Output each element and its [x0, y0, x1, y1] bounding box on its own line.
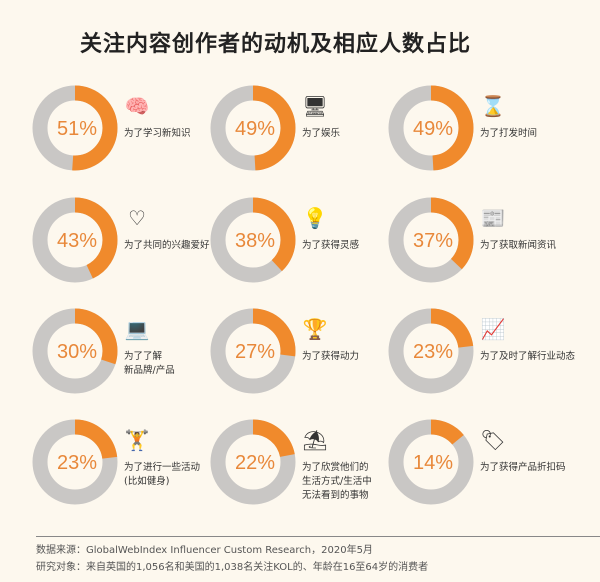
motivation-label: 为了学习新知识	[124, 128, 191, 139]
donut-filled	[388, 197, 474, 283]
motivation-label: 为了了解 新品牌/产品	[124, 351, 175, 376]
percent-label: 22%	[234, 452, 276, 474]
donut-item: 37% 📰 为了获取新闻资讯	[388, 197, 568, 297]
donut-chart	[388, 85, 474, 171]
donut-chart	[32, 197, 118, 283]
motivation-label: 为了获得灵感	[302, 240, 360, 251]
subjects-note: 研究对象：来自英国的1,056名和美国的1,038名关注KOL的、年龄在16至6…	[36, 562, 429, 573]
donut-filled	[32, 308, 118, 394]
motivation-label: 为了娱乐	[302, 128, 341, 139]
motivation-label: 为了共同的兴趣爱好	[124, 240, 210, 251]
percent-label: 14%	[412, 452, 454, 474]
donut-chart	[32, 419, 118, 505]
page-title: 关注内容创作者的动机及相应人数占比	[80, 32, 472, 57]
donut-item: 27% 🏆 为了获得动力	[210, 308, 390, 408]
percent-label: 30%	[56, 341, 98, 363]
motivation-label: 为了打发时间	[480, 128, 538, 139]
donut-chart	[210, 419, 296, 505]
donut-item: 22% ⛱ 为了欣赏他们的 生活方式/生活中 无法看到的事物	[210, 419, 390, 519]
donut-chart	[210, 197, 296, 283]
donut-filled	[210, 308, 296, 394]
donut-filled	[210, 197, 296, 283]
laptop-chat-icon: 💻	[124, 317, 150, 341]
donut-filled	[32, 197, 118, 283]
donut-filled	[32, 419, 118, 505]
donut-item: 51% 🧠 为了学习新知识	[32, 85, 212, 185]
motivation-label: 为了进行一些活动 (比如健身)	[124, 462, 201, 487]
donut-item: 14% 🏷 为了获得产品折扣码	[388, 419, 568, 519]
donut-item: 49% 🖥 为了娱乐	[210, 85, 390, 185]
motivation-label: 为了获得产品折扣码	[480, 462, 566, 473]
donut-chart	[388, 419, 474, 505]
discount-tag-icon: 🏷	[480, 428, 506, 452]
percent-label: 23%	[56, 452, 98, 474]
donut-chart	[32, 308, 118, 394]
percent-label: 49%	[412, 118, 454, 140]
percent-label: 43%	[56, 230, 98, 252]
donut-chart	[388, 308, 474, 394]
dumbbell-icon: 🏋	[124, 428, 150, 452]
source-note: 数据来源：GlobalWebIndex Influencer Custom Re…	[36, 545, 373, 556]
percent-label: 51%	[56, 118, 98, 140]
donut-filled	[210, 85, 296, 171]
donut-filled	[210, 419, 296, 505]
motivation-label: 为了获取新闻资讯	[480, 240, 557, 251]
donut-chart	[388, 197, 474, 283]
donut-item: 43% ♡ 为了共同的兴趣爱好	[32, 197, 212, 297]
motivation-label: 为了欣赏他们的 生活方式/生活中 无法看到的事物	[302, 462, 372, 501]
brain-icon: 🧠	[124, 94, 150, 118]
motivation-label: 为了及时了解行业动态	[480, 351, 576, 362]
donut-item: 23% 📈 为了及时了解行业动态	[388, 308, 575, 408]
donut-item: 23% 🏋 为了进行一些活动 (比如健身)	[32, 419, 212, 519]
news-reader-icon: 📰	[480, 206, 506, 230]
donut-filled	[388, 308, 474, 394]
presentation-icon: 📈	[480, 317, 506, 341]
donut-filled	[388, 85, 474, 171]
podium-icon: 🏆	[302, 317, 328, 341]
donut-chart	[32, 85, 118, 171]
monitor-smiley-icon: 🖥	[302, 94, 328, 118]
motivation-label: 为了获得动力	[302, 351, 360, 362]
percent-label: 27%	[234, 341, 276, 363]
divider	[36, 536, 600, 537]
donut-filled	[388, 419, 474, 505]
percent-label: 23%	[412, 341, 454, 363]
donut-chart	[210, 308, 296, 394]
donut-chart	[210, 85, 296, 171]
donut-item: 30% 💻 为了了解 新品牌/产品	[32, 308, 212, 408]
percent-label: 37%	[412, 230, 454, 252]
percent-label: 49%	[234, 118, 276, 140]
donut-filled	[32, 85, 118, 171]
hourglass-icon: ⌛	[480, 94, 506, 118]
percent-label: 38%	[234, 230, 276, 252]
donut-item: 38% 💡 为了获得灵感	[210, 197, 390, 297]
beach-chair-icon: ⛱	[302, 428, 328, 452]
hearts-icon: ♡	[128, 206, 146, 230]
donut-item: 49% ⌛ 为了打发时间	[388, 85, 568, 185]
lightbulb-icon: 💡	[302, 206, 328, 230]
